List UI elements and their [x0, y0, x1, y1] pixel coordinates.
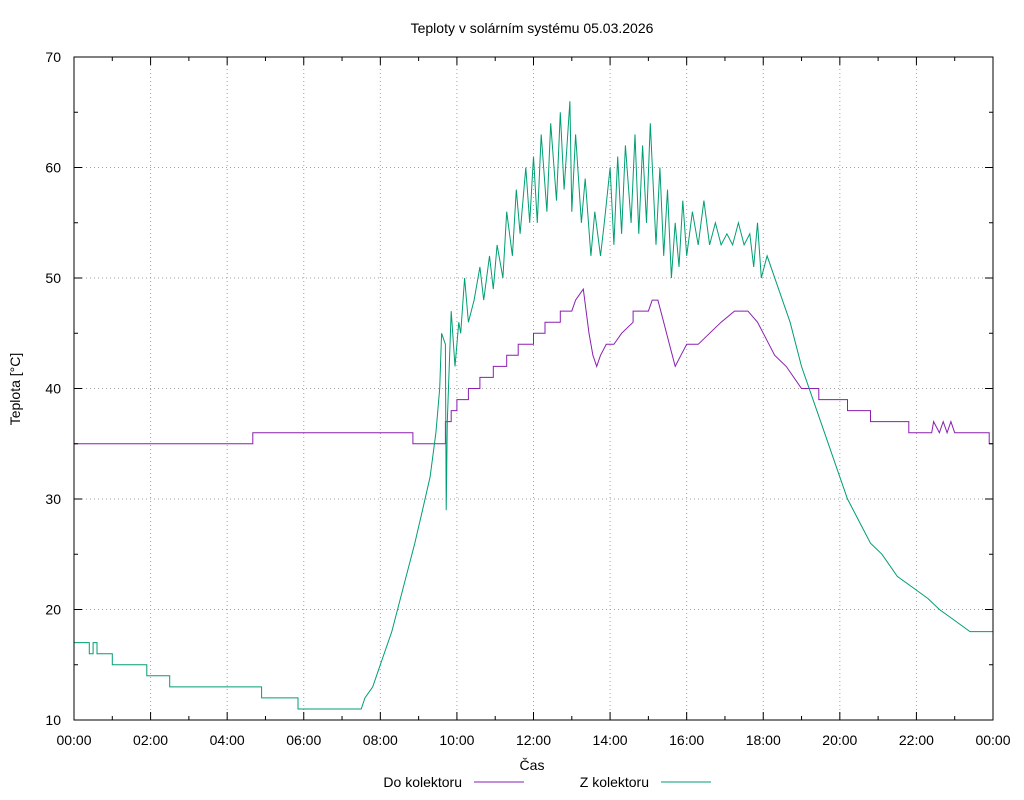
y-axis-label: Teplota [°C] [7, 353, 23, 426]
x-tick-label: 02:00 [133, 732, 168, 748]
x-tick-label: 20:00 [822, 732, 857, 748]
y-tick-label: 20 [45, 602, 61, 618]
x-axis-label: Čas [520, 757, 545, 773]
x-tick-label: 12:00 [516, 732, 551, 748]
y-tick-label: 10 [45, 712, 61, 728]
x-tick-label: 00:00 [975, 732, 1010, 748]
axis-ticks: 10 20 30 40 50 60 70 00:00 02:00 04:00 06:00 08:00 1… [45, 49, 1010, 748]
x-tick-label: 16:00 [669, 732, 704, 748]
x-tick-label: 00:00 [56, 732, 91, 748]
legend-label-z-kolektoru: Z kolektoru [580, 774, 649, 790]
y-tick-label: 40 [45, 381, 61, 397]
y-tick-label: 30 [45, 491, 61, 507]
series-lines [74, 101, 993, 710]
x-tick-label: 08:00 [363, 732, 398, 748]
x-tick-label: 18:00 [746, 732, 781, 748]
plot-border [73, 56, 994, 721]
legend-label-do-kolektoru: Do kolektoru [383, 774, 462, 790]
y-tick-label: 50 [45, 270, 61, 286]
legend: Do kolektoru Z kolektoru [383, 774, 711, 790]
chart-title: Teploty v solárním systému 05.03.2026 [411, 20, 654, 36]
y-tick-label: 70 [45, 49, 61, 65]
x-tick-label: 04:00 [210, 732, 245, 748]
x-tick-label: 14:00 [593, 732, 628, 748]
x-tick-label: 06:00 [286, 732, 321, 748]
series-line-z-kolektoru [74, 101, 993, 710]
x-tick-label: 10:00 [439, 732, 474, 748]
y-tick-label: 60 [45, 160, 61, 176]
x-tick-label: 22:00 [899, 732, 934, 748]
grid [74, 57, 993, 720]
series-line-do-kolektoru [74, 287, 993, 445]
